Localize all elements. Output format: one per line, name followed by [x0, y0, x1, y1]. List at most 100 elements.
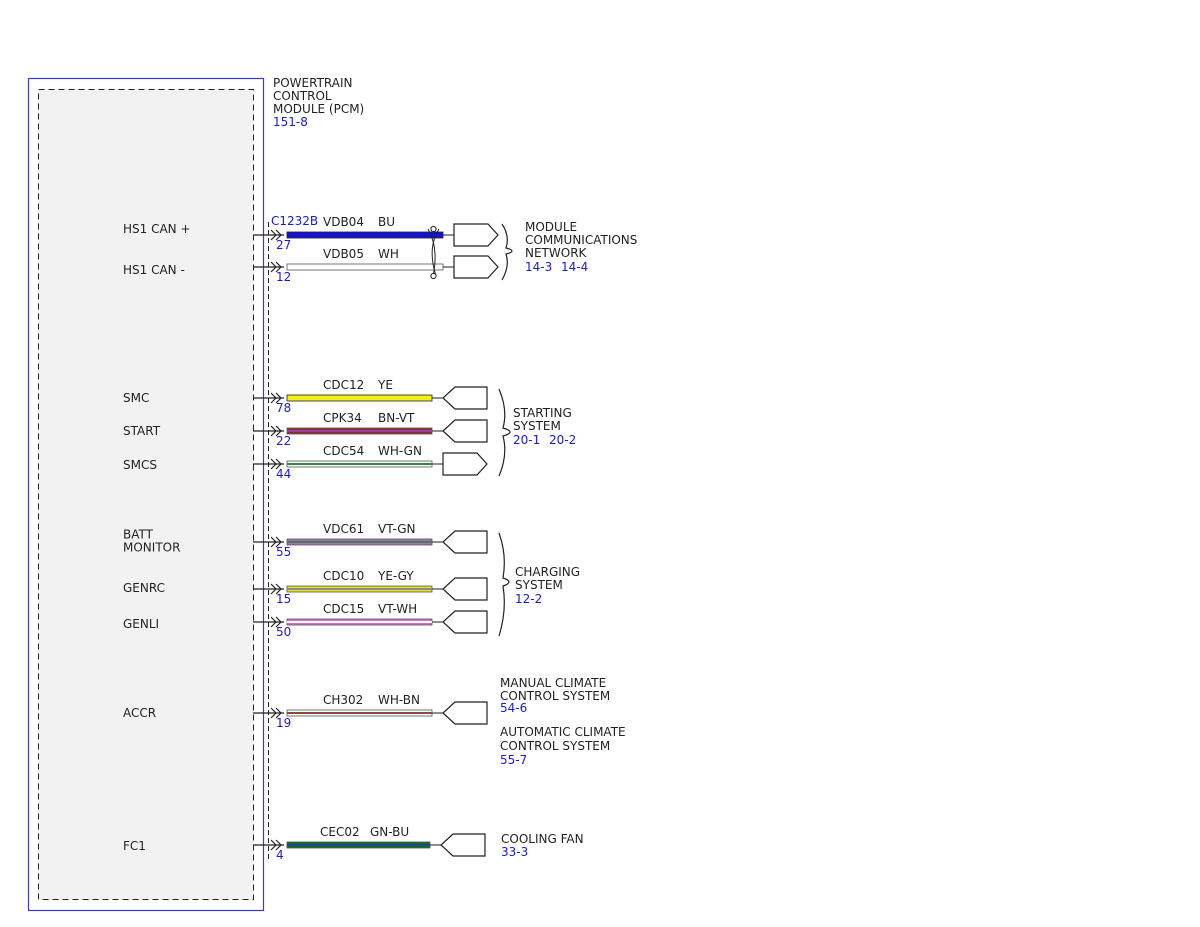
destination-name-line: MANUAL CLIMATE	[500, 676, 606, 690]
pin-number[interactable]: 78	[276, 401, 291, 415]
wire-stripe	[287, 541, 432, 543]
destination-reference[interactable]: 14-3	[525, 260, 552, 274]
terminal-connector-icon[interactable]	[442, 530, 488, 554]
pin-number[interactable]: 27	[276, 238, 291, 252]
pin-number[interactable]: 50	[276, 625, 291, 639]
circuit-number: CPK34	[323, 411, 362, 425]
destination-reference[interactable]: 14-4	[561, 260, 588, 274]
wire-body	[286, 231, 444, 239]
pin-number[interactable]: 19	[276, 716, 291, 730]
wire-body	[286, 394, 433, 402]
circuit-number: CH302	[323, 693, 363, 707]
wire-stripe	[287, 844, 430, 846]
wire-color-code: BU	[378, 215, 395, 229]
circuit-number: CDC15	[323, 602, 364, 616]
terminal-connector-icon[interactable]	[442, 452, 488, 476]
wire-ch302[interactable]	[286, 709, 433, 717]
pin-label: SMC	[123, 391, 149, 405]
wire-color-code: VT-WH	[378, 602, 417, 616]
module-title: POWERTRAIN CONTROL MODULE (PCM) 151-8	[273, 76, 364, 129]
pcm-module-outline	[27, 77, 265, 912]
destination-reference[interactable]: 55-7	[500, 753, 527, 767]
pin-fc1[interactable]: FC1 4 CEC02 GN-BU	[123, 825, 486, 862]
module-reference[interactable]: 151-8	[273, 115, 308, 129]
wire-cdc10[interactable]	[286, 585, 433, 593]
terminal-connector-icon[interactable]	[442, 610, 488, 634]
destination-name-line: STARTING	[513, 406, 572, 420]
terminal-connector-icon[interactable]	[453, 223, 499, 247]
wire-color-code: WH-GN	[378, 444, 422, 458]
pin-smcs[interactable]: SMCS 44 CDC54 WH-GN	[123, 444, 488, 481]
destination-manual-climate-control-system[interactable]: MANUAL CLIMATE CONTROL SYSTEM 54-6	[500, 676, 610, 715]
pin-arrow-icon	[270, 261, 282, 273]
destination-automatic-climate-control-system[interactable]: AUTOMATIC CLIMATE CONTROL SYSTEM 55-7	[500, 725, 626, 767]
destination-name-line: SYSTEM	[515, 578, 563, 592]
pin-label: FC1	[123, 839, 146, 853]
pin-arrow-icon	[270, 707, 282, 719]
wire-vdb04[interactable]	[286, 231, 444, 239]
destination-name-line: CONTROL SYSTEM	[500, 739, 610, 753]
destination-module-communications-network[interactable]: MODULE COMMUNICATIONS NETWORK 14-3 14-4	[525, 220, 637, 274]
pin-genli[interactable]: GENLI 50 CDC15 VT-WH	[123, 602, 488, 639]
circuit-number: CDC54	[323, 444, 364, 458]
wire-color-code: YE	[377, 378, 393, 392]
pcm-module-body	[38, 89, 254, 900]
destination-reference[interactable]: 54-6	[500, 701, 527, 715]
connector-label[interactable]: C1232B	[271, 214, 318, 228]
circuit-number: CEC02	[320, 825, 360, 839]
pin-genrc[interactable]: GENRC 15 CDC10 YE-GY	[123, 569, 488, 606]
wire-stripe	[287, 463, 432, 465]
pin-number[interactable]: 15	[276, 592, 291, 606]
destination-reference[interactable]: 20-2	[549, 433, 576, 447]
pin-number[interactable]: 44	[276, 467, 291, 481]
wire-cpk34[interactable]	[286, 427, 433, 435]
pcm-module[interactable]	[27, 77, 265, 912]
terminal-connector-icon[interactable]	[442, 577, 488, 601]
pin-start[interactable]: START 22 CPK34 BN-VT	[123, 411, 488, 448]
terminal-connector-icon[interactable]	[442, 419, 488, 443]
destination-reference[interactable]: 12-2	[515, 592, 542, 606]
pin-label: BATT	[123, 528, 154, 542]
pin-hs1-can[interactable]: HS1 CAN + 27 VDB04 BU	[123, 215, 499, 252]
destination-starting-system[interactable]: STARTING SYSTEM 20-1 20-2	[513, 406, 576, 447]
circuit-number: CDC10	[323, 569, 364, 583]
pin-smc[interactable]: SMC 78 CDC12 YE	[123, 378, 488, 415]
wire-stripe	[287, 712, 432, 714]
terminal-connector-icon[interactable]	[453, 255, 499, 279]
pin-number[interactable]: 12	[276, 270, 291, 284]
terminal-connector-icon[interactable]	[440, 833, 486, 857]
pin-number[interactable]: 22	[276, 434, 291, 448]
wire-cdc12[interactable]	[286, 394, 433, 402]
wire-stripe	[287, 621, 432, 623]
pin-arrow-icon	[270, 839, 282, 851]
twisted-pair-icon	[427, 225, 440, 280]
destination-cooling-fan[interactable]: COOLING FAN 33-3	[501, 832, 584, 859]
wire-color-code: BN-VT	[378, 411, 415, 425]
pin-number[interactable]: 4	[276, 848, 284, 862]
wire-cdc15[interactable]	[286, 618, 433, 626]
pin-label: GENRC	[123, 581, 165, 595]
wire-cdc54[interactable]	[286, 460, 433, 468]
pin-label: START	[123, 424, 161, 438]
wire-cec02[interactable]	[286, 841, 431, 849]
pin-label: HS1 CAN +	[123, 222, 191, 236]
destination-name-line: MODULE	[525, 220, 577, 234]
terminal-connector-icon[interactable]	[442, 701, 488, 725]
pin-number[interactable]: 55	[276, 545, 291, 559]
destination-reference[interactable]: 20-1	[513, 433, 540, 447]
destination-name-line: SYSTEM	[513, 419, 561, 433]
pin-accr[interactable]: ACCR 19 CH302 WH-BN	[123, 693, 488, 730]
wire-vdc61[interactable]	[286, 538, 433, 546]
terminal-connector-icon[interactable]	[442, 386, 488, 410]
destination-charging-system[interactable]: CHARGING SYSTEM 12-2	[515, 565, 580, 606]
destination-name-line: COMMUNICATIONS	[525, 233, 637, 247]
pin-arrow-icon	[270, 536, 282, 548]
destination-reference[interactable]: 33-3	[501, 845, 528, 859]
wire-color-code: VT-GN	[378, 522, 415, 536]
pin-hs1-can[interactable]: HS1 CAN - 12 VDB05 WH	[123, 247, 499, 284]
pin-label: HS1 CAN -	[123, 263, 185, 277]
pin-arrow-icon	[270, 392, 282, 404]
wire-vdb05[interactable]	[286, 263, 444, 271]
wire-color-code: WH-BN	[378, 693, 420, 707]
